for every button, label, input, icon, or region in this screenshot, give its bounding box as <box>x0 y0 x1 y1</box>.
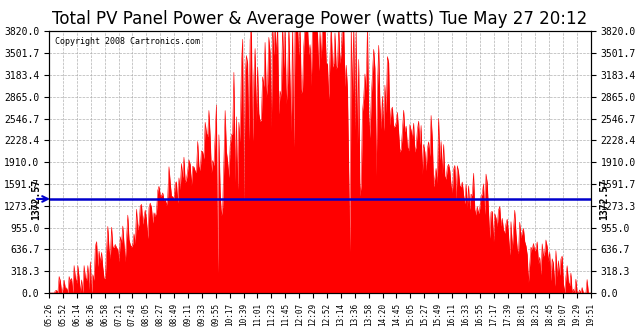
Text: Total PV Panel Power & Average Power (watts) Tue May 27 20:12: Total PV Panel Power & Average Power (wa… <box>52 10 588 28</box>
Text: 1372.57: 1372.57 <box>31 179 41 219</box>
Text: Copyright 2008 Cartronics.com: Copyright 2008 Cartronics.com <box>54 37 200 46</box>
Text: 1372.57: 1372.57 <box>599 179 609 219</box>
